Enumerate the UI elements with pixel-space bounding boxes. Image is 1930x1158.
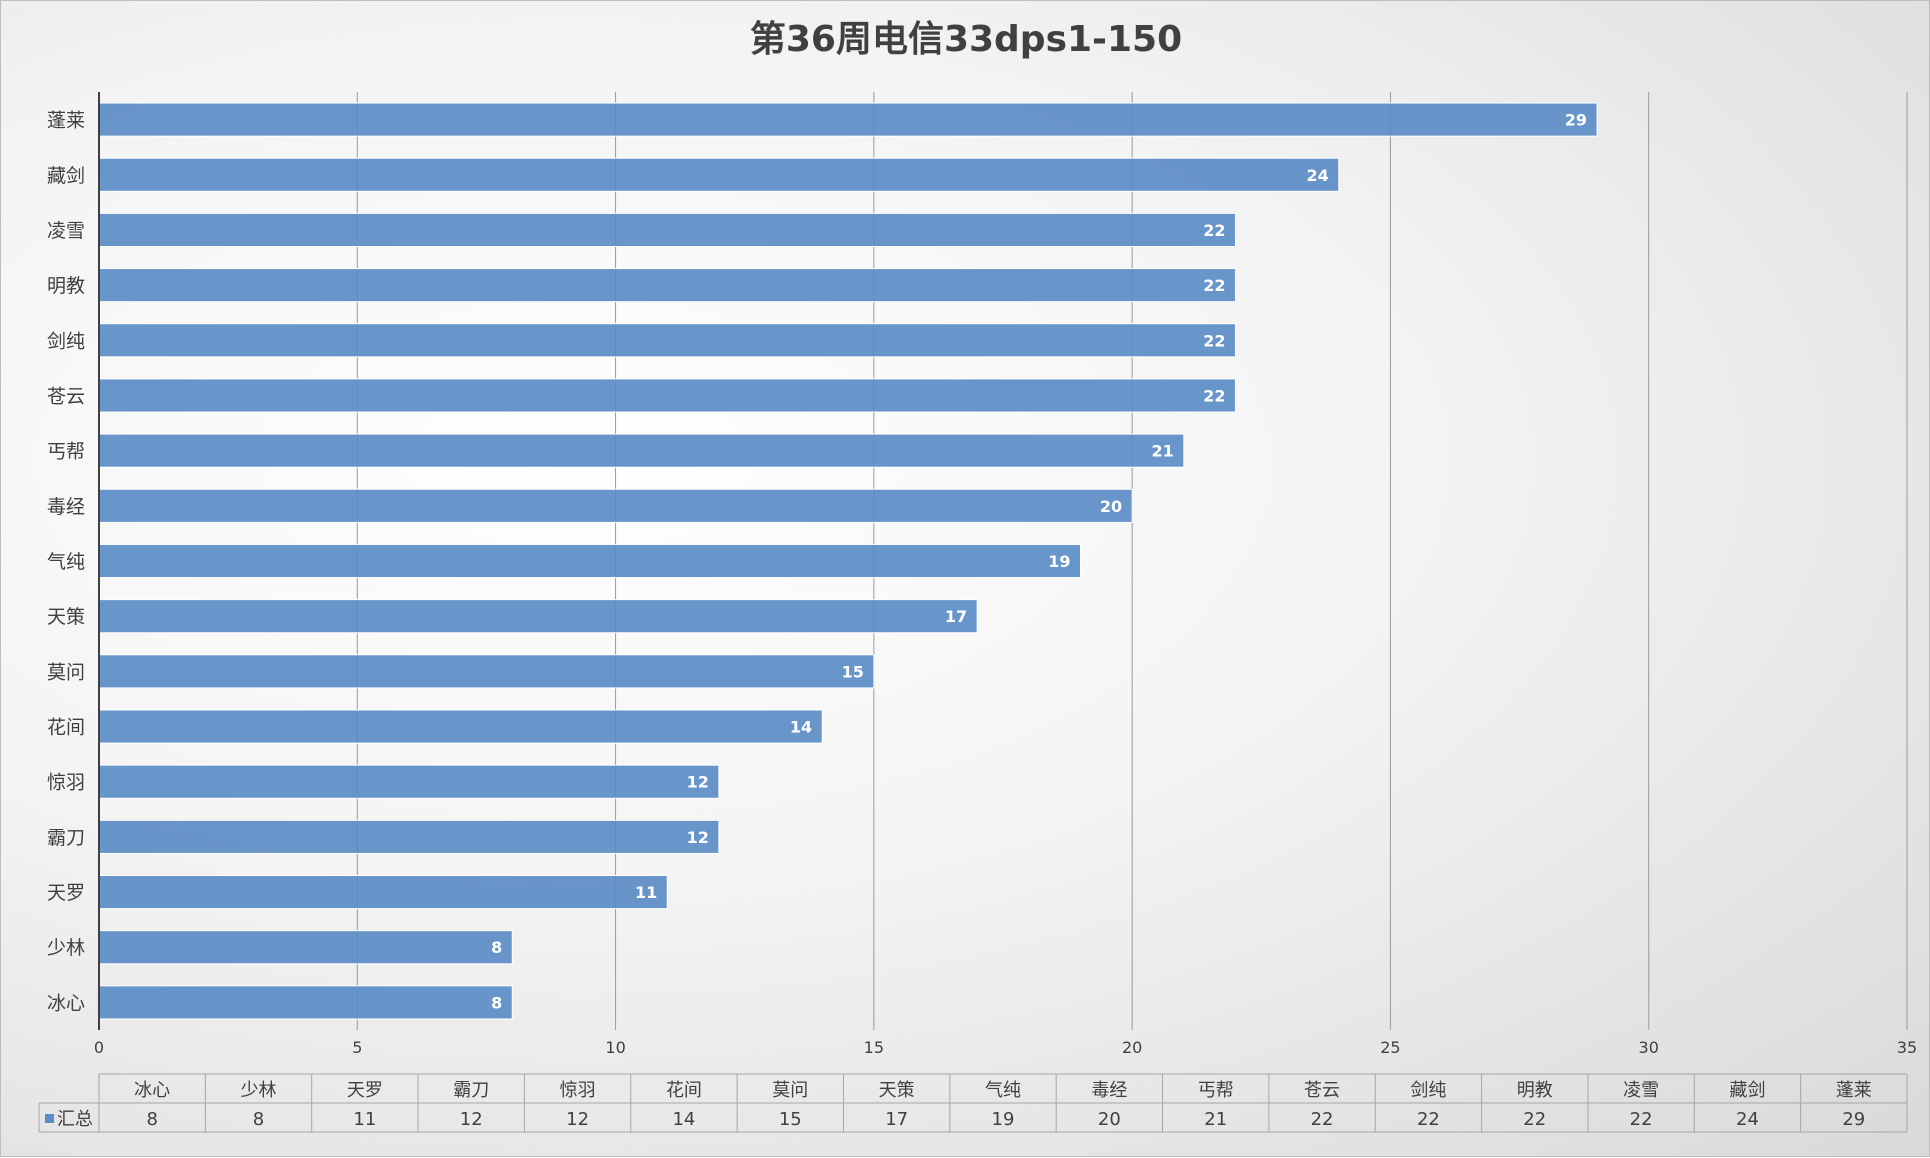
table-value-cell: 19 <box>992 1109 1015 1130</box>
data-label: 21 <box>1152 442 1174 461</box>
table-header-cell: 凌雪 <box>1623 1080 1659 1101</box>
table-header-cell: 蓬莱 <box>1836 1080 1872 1101</box>
category-label: 苍云 <box>47 385 85 407</box>
data-label: 8 <box>491 938 502 957</box>
category-label: 蓬莱 <box>47 110 85 132</box>
table-header-cell: 霸刀 <box>453 1080 489 1101</box>
table-value-cell: 12 <box>566 1109 589 1130</box>
table-header-cell: 剑纯 <box>1410 1080 1446 1101</box>
category-label: 冰心 <box>47 992 85 1014</box>
category-label: 丐帮 <box>47 441 85 463</box>
category-label: 惊羽 <box>47 772 85 794</box>
bar <box>98 433 1185 468</box>
bar <box>98 212 1236 247</box>
data-label: 12 <box>687 773 709 792</box>
data-label: 22 <box>1203 331 1225 350</box>
category-label: 明教 <box>47 275 85 297</box>
table-value-cell: 8 <box>146 1109 157 1130</box>
table-header-cell: 毒经 <box>1091 1080 1127 1101</box>
data-label: 29 <box>1565 111 1587 130</box>
table-header-cell: 丐帮 <box>1198 1080 1234 1101</box>
x-tick-label: 10 <box>605 1038 625 1057</box>
category-label: 凌雪 <box>47 220 85 242</box>
table-header-cell: 花间 <box>666 1080 702 1101</box>
bar <box>98 599 978 634</box>
bar <box>98 378 1236 413</box>
table-value-cell: 20 <box>1098 1109 1121 1130</box>
x-tick-label: 35 <box>1897 1038 1917 1057</box>
bar <box>98 157 1340 192</box>
category-label: 毒经 <box>47 496 85 518</box>
data-label: 19 <box>1048 552 1070 571</box>
bar <box>98 543 1081 579</box>
bar <box>98 985 513 1020</box>
bar <box>98 930 513 965</box>
bar <box>98 764 720 799</box>
data-label: 22 <box>1203 276 1225 295</box>
table-header-cell: 气纯 <box>985 1080 1021 1101</box>
chart-title: 第36周电信33dps1-150 <box>750 19 1182 60</box>
table-header-cell: 少林 <box>241 1080 277 1101</box>
table-header-cell: 藏剑 <box>1729 1080 1765 1101</box>
table-value-cell: 22 <box>1630 1109 1653 1130</box>
table-value-cell: 22 <box>1523 1109 1546 1130</box>
table-header-cell: 天罗 <box>347 1080 383 1101</box>
bar <box>98 875 668 910</box>
x-tick-label: 0 <box>94 1038 104 1057</box>
legend-label: 汇总 <box>57 1109 93 1130</box>
category-label: 霸刀 <box>47 827 85 849</box>
table-header-cell: 苍云 <box>1304 1080 1340 1101</box>
category-label: 气纯 <box>47 551 85 573</box>
bar <box>98 488 1133 523</box>
data-label: 12 <box>687 828 709 847</box>
x-tick-label: 20 <box>1122 1038 1142 1057</box>
table-value-cell: 17 <box>885 1109 908 1130</box>
bar <box>98 268 1236 303</box>
table-value-cell: 21 <box>1204 1109 1227 1130</box>
category-label: 莫问 <box>47 661 85 683</box>
table-value-cell: 11 <box>353 1109 376 1130</box>
category-label: 花间 <box>47 717 85 739</box>
data-label: 14 <box>790 718 812 737</box>
category-label: 藏剑 <box>47 165 85 187</box>
x-tick-label: 15 <box>864 1038 884 1057</box>
table-value-cell: 22 <box>1417 1109 1440 1130</box>
table-value-cell: 14 <box>672 1109 695 1130</box>
table-value-cell: 12 <box>460 1109 483 1130</box>
table-header-cell: 冰心 <box>134 1080 170 1101</box>
x-tick-label: 30 <box>1639 1038 1659 1057</box>
table-value-cell: 24 <box>1736 1109 1759 1130</box>
table-header-cell: 莫问 <box>772 1080 808 1101</box>
category-label: 天策 <box>47 606 85 628</box>
data-label: 11 <box>635 883 657 902</box>
table-header-cell: 天策 <box>879 1080 915 1101</box>
data-label: 22 <box>1203 221 1225 240</box>
bar <box>98 654 875 689</box>
category-label: 剑纯 <box>47 330 85 352</box>
table-header-cell: 惊羽 <box>560 1080 596 1101</box>
data-label: 17 <box>945 607 967 626</box>
data-label: 15 <box>842 662 864 681</box>
table-header-cell: 明教 <box>1517 1080 1553 1101</box>
bar <box>98 323 1236 358</box>
bar <box>98 709 823 744</box>
data-label: 8 <box>491 993 502 1012</box>
bar <box>98 102 1598 137</box>
x-tick-label: 5 <box>352 1038 362 1057</box>
table-value-cell: 8 <box>253 1109 264 1130</box>
table-value-cell: 15 <box>779 1109 802 1130</box>
table-value-cell: 29 <box>1842 1109 1865 1130</box>
bar <box>98 819 720 854</box>
data-label: 24 <box>1307 166 1329 185</box>
table-value-cell: 22 <box>1311 1109 1334 1130</box>
data-label: 22 <box>1203 386 1225 405</box>
data-label: 20 <box>1100 497 1122 516</box>
category-label: 天罗 <box>47 882 85 904</box>
legend-key <box>45 1114 54 1123</box>
x-tick-label: 25 <box>1380 1038 1400 1057</box>
category-label: 少林 <box>47 937 85 959</box>
